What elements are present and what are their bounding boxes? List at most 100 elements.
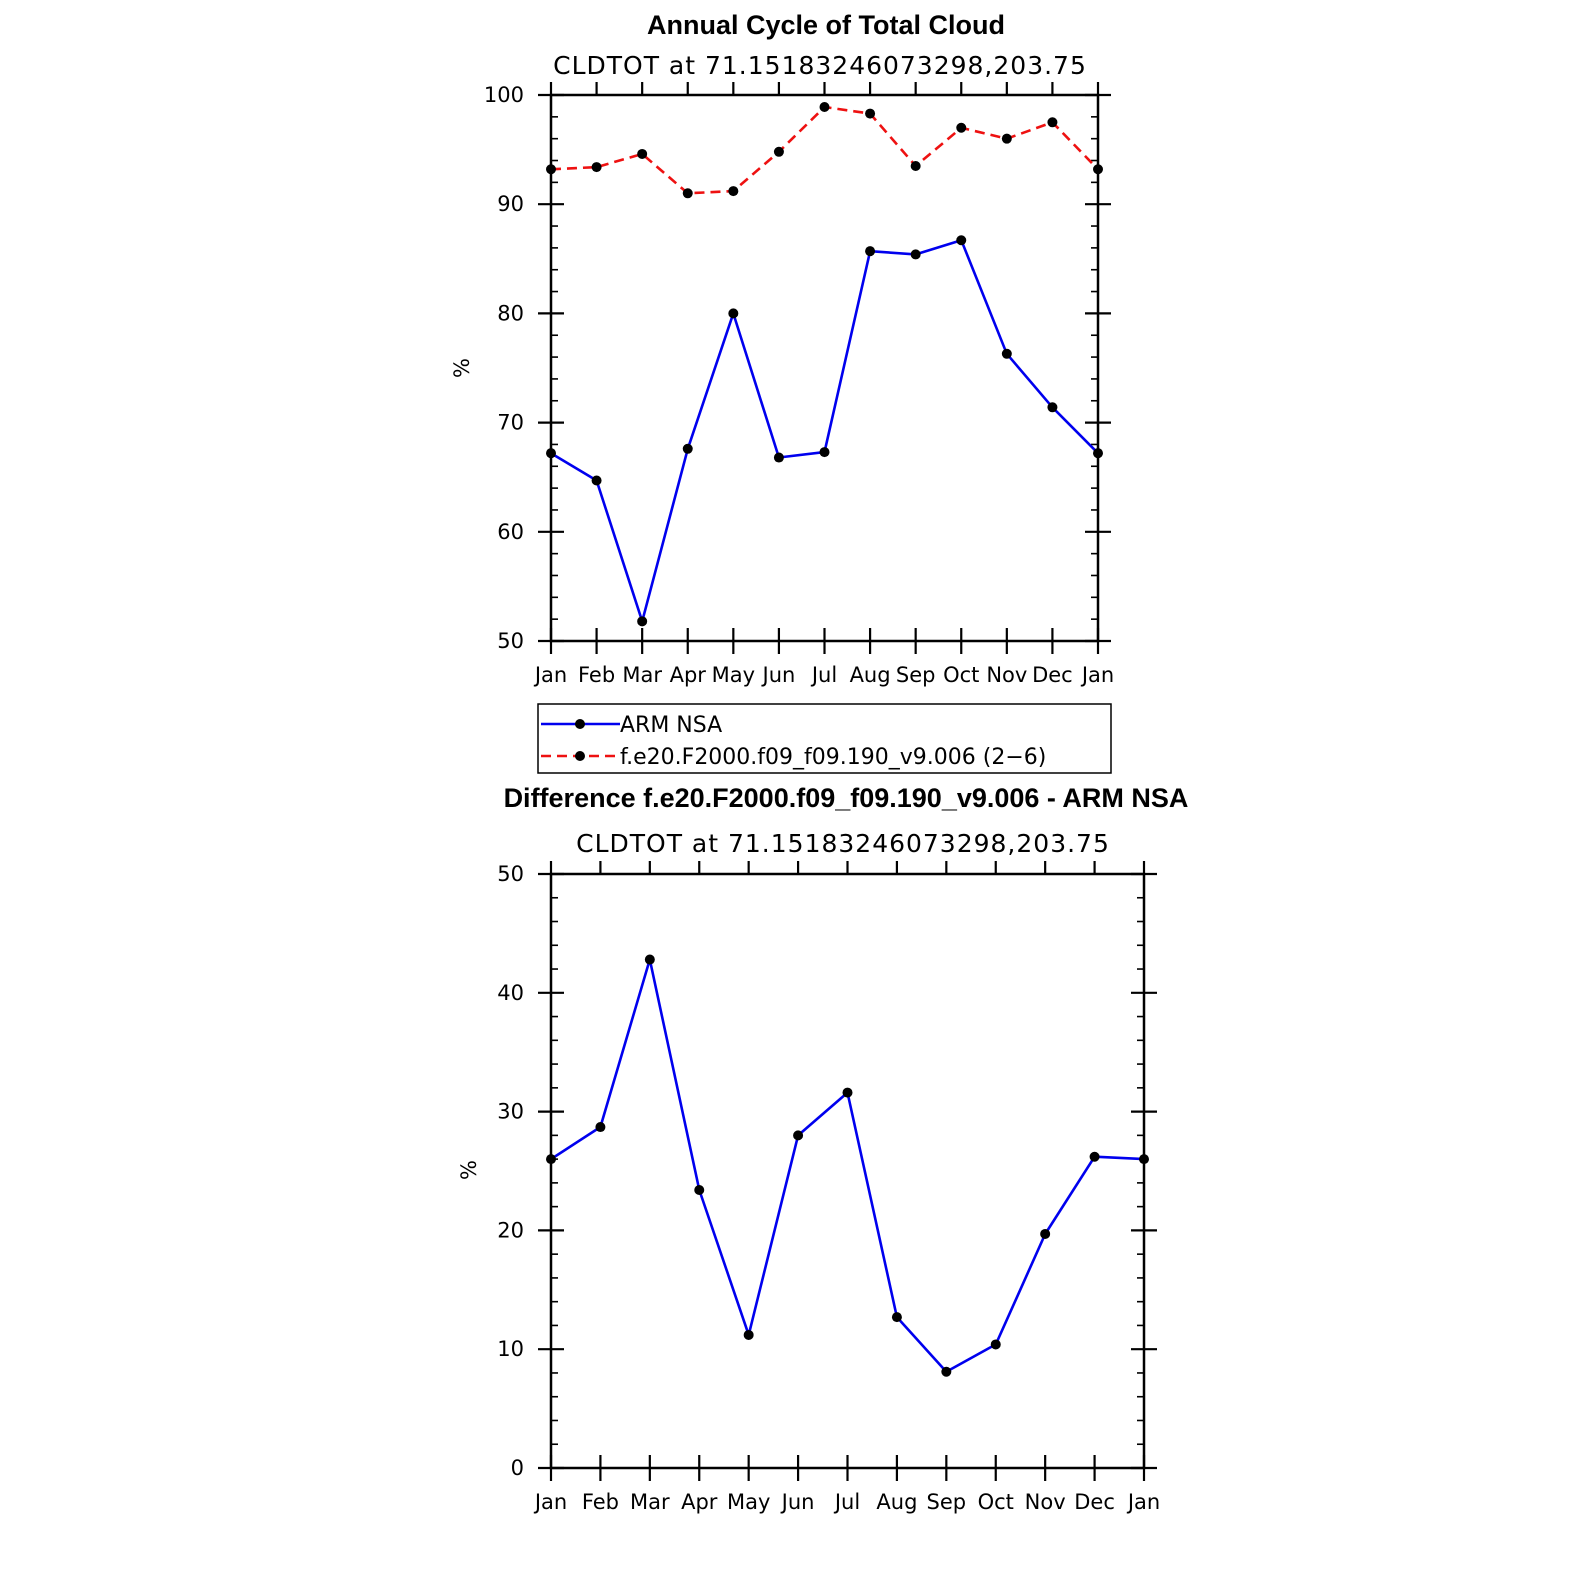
legend-marker-arm-nsa (575, 719, 585, 729)
bottom-x-tick-label: Oct (978, 1490, 1014, 1514)
top-series-0-point (637, 616, 648, 627)
bottom-chart-subtitle: CLDTOT at 71.15183246073298,203.75 (576, 829, 1110, 858)
legend-label-model: f.e20.F2000.f09_f09.190_v9.006 (2−6) (620, 745, 1046, 770)
bottom-chart-panel: Difference f.e20.F2000.f09_f09.190_v9.00… (457, 783, 1188, 1514)
bottom-series-0-point (595, 1122, 606, 1133)
bottom-series-0-point (694, 1185, 705, 1196)
bottom-series-0-point (793, 1130, 804, 1141)
legend-box (537, 703, 1112, 774)
bottom-x-tick-label: Nov (1025, 1490, 1066, 1514)
bottom-y-tick-label: 0 (511, 1456, 524, 1480)
top-y-tick-label: 60 (497, 520, 524, 544)
top-series-1-point (1047, 117, 1058, 128)
bottom-series-0-point (644, 954, 655, 965)
top-series-0-point (1093, 448, 1103, 459)
bottom-x-tick-label: Apr (681, 1490, 718, 1514)
top-x-tick-label: Jan (533, 663, 567, 687)
top-x-tick-label: Oct (943, 663, 979, 687)
bottom-chart-title: Difference f.e20.F2000.f09_f09.190_v9.00… (504, 783, 1189, 813)
top-series-1-line (550, 105, 1099, 195)
top-series-1-point (1001, 133, 1012, 144)
top-y-tick-label: 70 (497, 411, 524, 435)
top-chart-marks (546, 102, 1103, 627)
top-series-0-point (819, 447, 830, 458)
legend-marker-model (575, 751, 585, 761)
top-x-tick-label: Mar (622, 663, 662, 687)
top-y-tick-label: 90 (497, 192, 524, 216)
top-series-1-point (591, 162, 602, 173)
bottom-y-tick-label: 20 (497, 1218, 524, 1242)
top-series-1-point (682, 188, 693, 199)
top-series-0-point (1047, 402, 1058, 413)
bottom-chart-y-axis-label: % (457, 1160, 481, 1180)
top-plot-frame (549, 93, 1100, 643)
top-x-tick-label: Jun (761, 663, 796, 687)
top-x-tick-label: May (712, 663, 755, 687)
bottom-x-tick-label: Jan (533, 1490, 567, 1514)
top-series-1-point (819, 102, 830, 113)
top-series-1-point (910, 160, 921, 171)
bottom-plot-frame (549, 872, 1146, 1470)
bottom-y-tick-label: 50 (497, 862, 524, 886)
bottom-series-0-point (1089, 1151, 1100, 1162)
top-x-tick-label: Jan (1080, 663, 1114, 687)
bottom-chart-marks (546, 954, 1149, 1377)
top-series-0-point (910, 249, 921, 260)
top-chart-axes: 50 60 70 80 90 100 Jan Feb Mar Apr May Jun Jul Aug Sep… (484, 82, 1114, 687)
top-series-0-point (956, 235, 967, 246)
top-series-1-point (1093, 164, 1103, 175)
bottom-x-tick-label: Jan (1126, 1490, 1160, 1514)
top-series-1-point (637, 148, 648, 159)
bottom-series-0-point (891, 1312, 902, 1323)
bottom-y-tick-label: 40 (497, 981, 524, 1005)
top-chart-panel: Annual Cycle of Total Cloud CLDTOT at 71… (450, 10, 1114, 774)
top-x-tick-label: Nov (986, 663, 1027, 687)
bottom-x-tick-label: Aug (876, 1490, 917, 1514)
bottom-series-0-point (743, 1329, 754, 1340)
bottom-series-0-point (1139, 1154, 1149, 1165)
bottom-y-tick-label: 10 (497, 1337, 524, 1361)
top-x-tick-label: Sep (896, 663, 936, 687)
bottom-x-tick-label: Jun (780, 1490, 815, 1514)
bottom-series-0-point (546, 1154, 556, 1165)
bottom-x-tick-label: Jul (833, 1490, 860, 1514)
top-series-0-point (865, 246, 876, 257)
top-y-tick-label: 50 (497, 629, 524, 653)
top-series-1-point (865, 108, 876, 119)
bottom-chart-axes: 0 10 20 30 40 50 Jan Feb Mar Apr May Jun Jul Aug Sep Oc… (497, 861, 1160, 1514)
top-series-0-point (591, 475, 602, 486)
bottom-series-0-point (941, 1366, 952, 1377)
legend-label-arm-nsa: ARM NSA (620, 713, 722, 738)
top-x-tick-label: Aug (850, 663, 891, 687)
top-x-tick-label: Dec (1032, 663, 1073, 687)
top-series-0-point (682, 443, 693, 454)
top-chart-legend: ARM NSA f.e20.F2000.f09_f09.190_v9.006 (… (537, 703, 1112, 774)
top-series-1-point (956, 122, 967, 133)
bottom-x-tick-label: May (727, 1490, 770, 1514)
bottom-x-tick-label: Sep (927, 1490, 967, 1514)
bottom-series-0-point (1040, 1228, 1051, 1239)
bottom-x-tick-label: Mar (630, 1490, 670, 1514)
top-series-1-point (546, 164, 556, 175)
top-series-1-point (773, 146, 784, 157)
top-series-0-point (728, 308, 739, 319)
top-x-tick-label: Jul (810, 663, 837, 687)
bottom-y-tick-label: 30 (497, 1100, 524, 1124)
top-series-1-point (728, 186, 739, 197)
top-chart-y-axis-label: % (450, 358, 474, 378)
bottom-x-tick-label: Feb (582, 1490, 619, 1514)
bottom-x-tick-label: Dec (1074, 1490, 1115, 1514)
top-y-tick-label: 100 (484, 83, 524, 107)
top-x-tick-label: Apr (670, 663, 707, 687)
bottom-series-0-line (550, 958, 1145, 1374)
top-y-tick-label: 80 (497, 301, 524, 325)
bottom-series-0-point (842, 1087, 853, 1098)
top-x-tick-label: Feb (578, 663, 615, 687)
top-series-0-point (546, 448, 556, 459)
top-series-0-line (550, 238, 1099, 623)
top-series-0-point (773, 452, 784, 463)
top-series-0-point (1001, 348, 1012, 359)
top-chart-subtitle: CLDTOT at 71.15183246073298,203.75 (553, 51, 1087, 80)
bottom-series-0-point (990, 1339, 1001, 1350)
